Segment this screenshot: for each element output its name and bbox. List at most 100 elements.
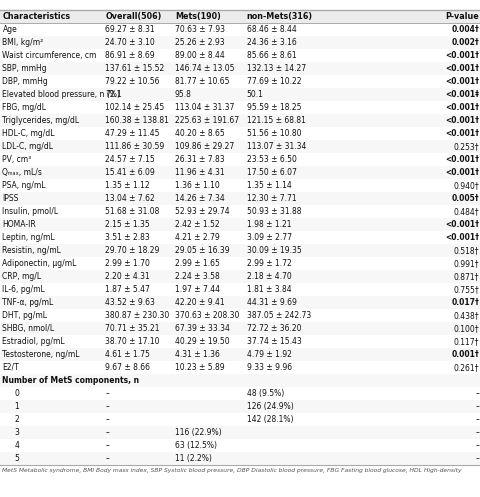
Text: 14.26 ± 7.34: 14.26 ± 7.34 (175, 194, 225, 203)
Bar (0, 348, 480, 361)
Text: 0.253†: 0.253† (454, 142, 479, 151)
Text: 380.87 ± 230.30: 380.87 ± 230.30 (105, 311, 169, 320)
Text: Elevated blood pressure, n (%): Elevated blood pressure, n (%) (2, 90, 120, 99)
Text: Waist circumference, cm: Waist circumference, cm (2, 51, 97, 60)
Text: 225.63 ± 191.67: 225.63 ± 191.67 (175, 116, 239, 125)
Text: 126 (24.9%): 126 (24.9%) (247, 402, 294, 411)
Text: PSA, ng/mL: PSA, ng/mL (2, 181, 46, 190)
Text: 2.18 ± 4.70: 2.18 ± 4.70 (247, 272, 291, 281)
Text: 89.00 ± 8.44: 89.00 ± 8.44 (175, 51, 225, 60)
Text: TNF-α, pg/mL: TNF-α, pg/mL (2, 298, 54, 307)
Text: SBP, mmHg: SBP, mmHg (2, 64, 47, 73)
Text: 85.66 ± 8.61: 85.66 ± 8.61 (247, 51, 297, 60)
Text: Estradiol, pg/mL: Estradiol, pg/mL (2, 337, 65, 346)
Text: –: – (105, 441, 109, 450)
Text: 0.991†: 0.991† (454, 259, 479, 268)
Text: Insulin, pmol/L: Insulin, pmol/L (2, 207, 59, 216)
Text: 70.71 ± 35.21: 70.71 ± 35.21 (105, 324, 160, 333)
Text: E2/T: E2/T (2, 363, 19, 372)
Text: 0.940†: 0.940† (453, 181, 479, 190)
Text: MetS Metabolic syndrome, BMI Body mass index, SBP Systolic blood pressure, DBP D: MetS Metabolic syndrome, BMI Body mass i… (2, 468, 461, 473)
Text: 142 (28.1%): 142 (28.1%) (247, 415, 293, 424)
Text: P-value: P-value (445, 12, 479, 21)
Text: CRP, mg/L: CRP, mg/L (2, 272, 42, 281)
Text: 29.05 ± 16.39: 29.05 ± 16.39 (175, 246, 229, 255)
Bar (0, 88, 480, 101)
Text: 1.98 ± 1.21: 1.98 ± 1.21 (247, 220, 291, 229)
Text: <0.001†: <0.001† (445, 103, 479, 112)
Text: HDL-C, mg/dL: HDL-C, mg/dL (2, 129, 55, 138)
Text: 72.1: 72.1 (105, 90, 122, 99)
Bar (0, 257, 480, 270)
Bar (0, 62, 480, 75)
Text: –: – (105, 428, 109, 437)
Text: 26.31 ± 7.83: 26.31 ± 7.83 (175, 155, 225, 164)
Text: 5: 5 (14, 454, 19, 463)
Text: 50.1: 50.1 (247, 90, 264, 99)
Text: 2.15 ± 1.35: 2.15 ± 1.35 (105, 220, 150, 229)
Text: <0.001†: <0.001† (445, 116, 479, 125)
Text: –: – (105, 402, 109, 411)
Text: –: – (105, 415, 109, 424)
Bar (0, 309, 480, 322)
Text: 3.51 ± 2.83: 3.51 ± 2.83 (105, 233, 150, 242)
Bar (0, 140, 480, 153)
Text: Qₘₐₓ, mL/s: Qₘₐₓ, mL/s (2, 168, 42, 177)
Text: FBG, mg/dL: FBG, mg/dL (2, 103, 47, 112)
Text: 2.99 ± 1.65: 2.99 ± 1.65 (175, 259, 220, 268)
Text: 2.20 ± 4.31: 2.20 ± 4.31 (105, 272, 150, 281)
Text: 370.63 ± 208.30: 370.63 ± 208.30 (175, 311, 239, 320)
Bar (0, 36, 480, 49)
Bar (0, 127, 480, 140)
Text: 40.20 ± 8.65: 40.20 ± 8.65 (175, 129, 225, 138)
Text: 38.70 ± 17.10: 38.70 ± 17.10 (105, 337, 160, 346)
Text: 160.38 ± 138.81: 160.38 ± 138.81 (105, 116, 169, 125)
Bar (0, 75, 480, 88)
Text: 4.61 ± 1.75: 4.61 ± 1.75 (105, 350, 150, 359)
Bar (0, 296, 480, 309)
Bar (0, 387, 480, 400)
Text: 0.117†: 0.117† (454, 337, 479, 346)
Text: 25.26 ± 2.93: 25.26 ± 2.93 (175, 38, 225, 47)
Text: 9.33 ± 9.96: 9.33 ± 9.96 (247, 363, 292, 372)
Bar (0, 114, 480, 127)
Text: 0.484†: 0.484† (454, 207, 479, 216)
Text: 2.99 ± 1.70: 2.99 ± 1.70 (105, 259, 150, 268)
Text: 30.09 ± 19.35: 30.09 ± 19.35 (247, 246, 301, 255)
Text: 0.518†: 0.518† (454, 246, 479, 255)
Text: 95.8: 95.8 (175, 90, 192, 99)
Text: IL-6, pg/mL: IL-6, pg/mL (2, 285, 45, 294)
Text: Adiponectin, μg/mL: Adiponectin, μg/mL (2, 259, 77, 268)
Text: Leptin, ng/mL: Leptin, ng/mL (2, 233, 55, 242)
Bar (0, 400, 480, 413)
Text: 4.21 ± 2.79: 4.21 ± 2.79 (175, 233, 219, 242)
Text: 44.31 ± 9.69: 44.31 ± 9.69 (247, 298, 297, 307)
Text: 63 (12.5%): 63 (12.5%) (175, 441, 217, 450)
Text: 2: 2 (14, 415, 19, 424)
Text: Overall(506): Overall(506) (105, 12, 162, 21)
Text: 4.79 ± 1.92: 4.79 ± 1.92 (247, 350, 292, 359)
Text: 102.14 ± 25.45: 102.14 ± 25.45 (105, 103, 165, 112)
Bar (0, 452, 480, 465)
Bar (0, 322, 480, 335)
Bar (0, 335, 480, 348)
Text: Mets(190): Mets(190) (175, 12, 221, 21)
Text: 132.13 ± 14.27: 132.13 ± 14.27 (247, 64, 306, 73)
Text: 2.99 ± 1.72: 2.99 ± 1.72 (247, 259, 291, 268)
Text: LDL-C, mg/dL: LDL-C, mg/dL (2, 142, 53, 151)
Text: 121.15 ± 68.81: 121.15 ± 68.81 (247, 116, 306, 125)
Bar (0, 413, 480, 426)
Text: 0: 0 (14, 389, 19, 398)
Text: –: – (475, 441, 479, 450)
Bar (0, 361, 480, 374)
Text: 51.56 ± 10.80: 51.56 ± 10.80 (247, 129, 301, 138)
Text: 2.42 ± 1.52: 2.42 ± 1.52 (175, 220, 219, 229)
Text: Number of MetS components, n: Number of MetS components, n (2, 376, 140, 385)
Text: 10.23 ± 5.89: 10.23 ± 5.89 (175, 363, 225, 372)
Text: 137.61 ± 15.52: 137.61 ± 15.52 (105, 64, 165, 73)
Text: 48 (9.5%): 48 (9.5%) (247, 389, 284, 398)
Text: 109.86 ± 29.27: 109.86 ± 29.27 (175, 142, 234, 151)
Text: IPSS: IPSS (2, 194, 19, 203)
Bar (0, 153, 480, 166)
Bar (0, 101, 480, 114)
